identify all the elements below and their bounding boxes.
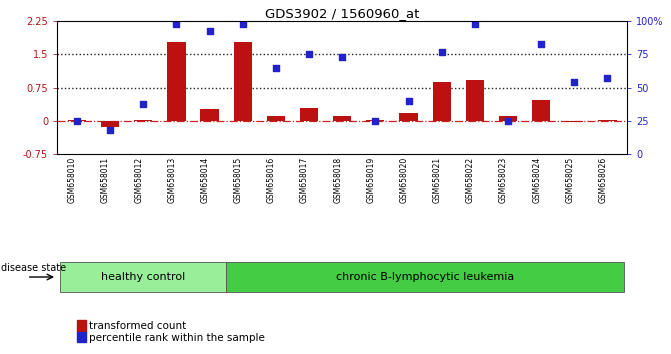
- Bar: [134, 120, 152, 121]
- Text: GSM658018: GSM658018: [333, 157, 342, 203]
- Text: disease state: disease state: [1, 263, 66, 273]
- Text: GSM658013: GSM658013: [167, 157, 176, 203]
- Point: [569, 80, 580, 85]
- Text: GSM658024: GSM658024: [532, 157, 541, 203]
- Bar: [532, 100, 550, 121]
- Bar: [366, 120, 384, 121]
- Bar: [565, 121, 584, 122]
- Text: percentile rank within the sample: percentile rank within the sample: [89, 332, 265, 343]
- Point: [304, 52, 315, 57]
- Title: GDS3902 / 1560960_at: GDS3902 / 1560960_at: [265, 7, 419, 20]
- Bar: [599, 120, 617, 121]
- Bar: [300, 108, 318, 121]
- Bar: [101, 121, 119, 127]
- Text: GSM658015: GSM658015: [234, 157, 243, 203]
- Bar: [267, 116, 285, 121]
- Text: GSM658022: GSM658022: [466, 157, 475, 203]
- Point: [436, 49, 447, 55]
- Text: GSM658026: GSM658026: [599, 157, 607, 203]
- Bar: [433, 82, 451, 121]
- Bar: [234, 42, 252, 121]
- Point: [602, 75, 613, 81]
- Text: GSM658025: GSM658025: [566, 157, 574, 203]
- Text: GSM658011: GSM658011: [101, 157, 110, 203]
- Point: [536, 41, 547, 47]
- Text: GSM658012: GSM658012: [134, 157, 143, 203]
- Text: GSM658010: GSM658010: [68, 157, 77, 203]
- Point: [138, 101, 148, 107]
- Point: [403, 98, 414, 104]
- Point: [72, 118, 83, 124]
- Point: [370, 118, 380, 124]
- Point: [171, 21, 182, 27]
- Bar: [167, 42, 185, 121]
- Bar: [201, 109, 219, 121]
- Text: GSM658019: GSM658019: [366, 157, 375, 203]
- Text: healthy control: healthy control: [101, 272, 185, 282]
- Point: [204, 28, 215, 33]
- Bar: [68, 120, 86, 121]
- Text: GSM658014: GSM658014: [201, 157, 209, 203]
- Bar: [466, 80, 484, 121]
- Text: GSM658023: GSM658023: [499, 157, 508, 203]
- Point: [105, 127, 115, 133]
- Bar: [333, 116, 352, 121]
- Bar: [499, 116, 517, 121]
- Text: GSM658016: GSM658016: [267, 157, 276, 203]
- Point: [337, 54, 348, 60]
- Text: GSM658017: GSM658017: [300, 157, 309, 203]
- Point: [470, 21, 480, 27]
- Bar: [399, 113, 417, 121]
- Point: [503, 118, 513, 124]
- Point: [238, 21, 248, 27]
- Text: transformed count: transformed count: [89, 321, 187, 331]
- Text: GSM658020: GSM658020: [399, 157, 409, 203]
- Text: chronic B-lymphocytic leukemia: chronic B-lymphocytic leukemia: [336, 272, 514, 282]
- Text: GSM658021: GSM658021: [433, 157, 442, 203]
- Point: [270, 65, 281, 70]
